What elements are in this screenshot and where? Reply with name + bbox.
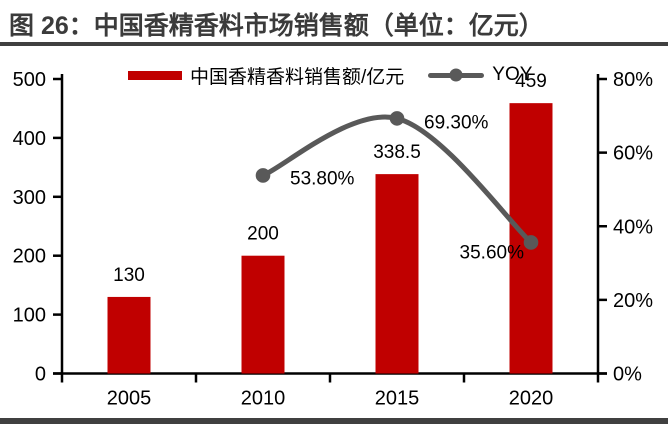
right-axis-tick-label: 60% [613,143,653,165]
yoy-marker-2015 [389,111,405,126]
yoy-marker-2020 [523,235,539,250]
category-label: 2010 [241,388,286,410]
bar-2010 [241,255,285,374]
right-axis-tick-label: 0% [613,364,642,386]
bar-value-label: 130 [113,265,145,286]
yoy-value-label: 35.60% [460,242,525,263]
bottom-divider [0,418,668,424]
bar-value-label: 338.5 [373,142,421,163]
bar-2005 [107,296,151,374]
yoy-value-label: 69.30% [424,112,489,133]
left-axis-tick-label: 100 [13,305,46,327]
title-divider [0,42,668,46]
legend-line-symbol-icon [428,68,485,82]
legend-line-label: YOY [492,64,533,85]
left-axis-tick-label: 0 [35,364,46,386]
category-label: 2015 [375,388,420,410]
left-axis-tick-label: 500 [13,69,46,91]
bar-value-label: 200 [247,224,279,245]
bar-2015 [375,174,419,374]
legend-bar-label: 中国香精香料销售额/亿元 [190,66,405,88]
right-axis-tick-label: 80% [613,69,653,91]
bar-value-label: 459 [515,71,547,92]
yoy-marker-2010 [255,168,271,183]
figure-title: 图 26：中国香精香料市场销售额（单位：亿元） [9,12,544,40]
yoy-value-label: 53.80% [290,168,355,189]
category-label: 2005 [107,388,152,410]
left-axis-tick-label: 400 [13,128,46,150]
legend-line-dot-icon [449,68,463,82]
chart-legend: 中国香精香料销售额/亿元 YOY [128,64,533,88]
left-axis-tick-label: 300 [13,187,46,209]
right-axis-tick-label: 40% [613,216,653,238]
category-label: 2020 [509,388,554,410]
left-axis-tick-label: 200 [13,246,46,268]
legend-bar-swatch-icon [128,70,182,80]
right-axis-tick-label: 20% [613,290,653,312]
